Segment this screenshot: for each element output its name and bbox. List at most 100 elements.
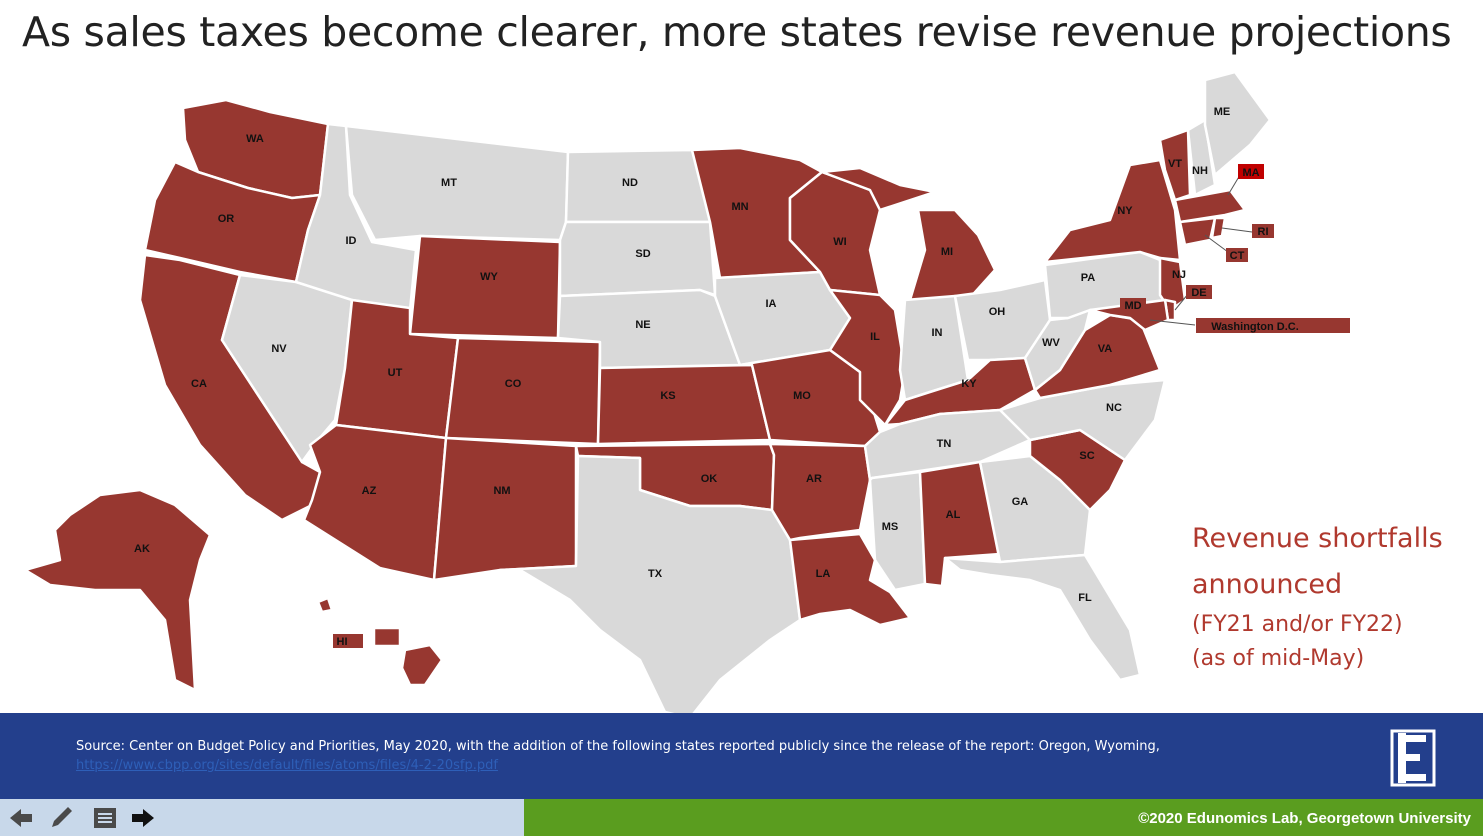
legend-line-1: Revenue shortfalls xyxy=(1192,523,1443,554)
label-hi: HI xyxy=(337,636,348,648)
state-ks xyxy=(596,363,772,446)
state-mt xyxy=(344,124,570,242)
state-co xyxy=(444,336,602,446)
label-ar: AR xyxy=(806,473,822,485)
label-va: VA xyxy=(1098,343,1113,355)
label-md: MD xyxy=(1124,300,1141,312)
label-nj: NJ xyxy=(1172,269,1186,281)
copyright: ©2020 Edunomics Lab, Georgetown Universi… xyxy=(1138,810,1471,827)
state-hi-2 xyxy=(372,626,402,648)
label-nm: NM xyxy=(493,485,510,497)
next-icon[interactable] xyxy=(130,805,156,831)
label-ny: NY xyxy=(1117,205,1133,217)
state-ak xyxy=(23,488,212,692)
label-ri: RI xyxy=(1258,226,1269,238)
leader-de xyxy=(1174,293,1189,311)
state-nj xyxy=(1158,256,1187,312)
label-box-dc xyxy=(1196,318,1350,333)
label-nv: NV xyxy=(271,343,287,355)
label-or: OR xyxy=(218,213,235,225)
label-de: DE xyxy=(1191,287,1206,299)
label-fl: FL xyxy=(1078,592,1092,604)
label-pa: PA xyxy=(1081,272,1096,284)
source-note: Source: Center on Budget Policy and Prio… xyxy=(76,737,1366,775)
legend-line-2: announced xyxy=(1192,569,1343,600)
state-nd xyxy=(564,148,712,224)
label-vt: VT xyxy=(1168,158,1182,170)
state-nh xyxy=(1186,118,1217,197)
state-nm xyxy=(432,436,578,582)
label-wv: WV xyxy=(1042,337,1060,349)
leader-ri xyxy=(1221,227,1253,233)
label-ky: KY xyxy=(961,378,977,390)
label-box-hi xyxy=(333,634,363,648)
state-az xyxy=(302,423,448,582)
source-text: Source: Center on Budget Policy and Prio… xyxy=(76,739,1160,754)
legend-line-4: (as of mid-May) xyxy=(1192,646,1365,671)
label-nh: NH xyxy=(1192,165,1208,177)
state-me xyxy=(1203,70,1272,177)
slide-title: As sales taxes become clearer, more stat… xyxy=(22,8,1452,56)
us-map: WA OR CA NV ID MT WY UT AZ CO NM ND SD N… xyxy=(23,70,1350,713)
label-box-ri xyxy=(1252,224,1274,238)
state-ma xyxy=(1173,188,1247,224)
label-box-de xyxy=(1186,285,1212,299)
label-me: ME xyxy=(1214,106,1231,118)
label-ne: NE xyxy=(635,319,650,331)
label-wi: WI xyxy=(833,236,846,248)
label-co: CO xyxy=(505,378,522,390)
label-ut: UT xyxy=(388,367,403,379)
label-il: IL xyxy=(870,331,880,343)
state-fl xyxy=(943,553,1142,682)
state-ct xyxy=(1178,216,1217,247)
label-box-ma xyxy=(1238,164,1264,179)
label-mi: MI xyxy=(941,246,953,258)
label-tn: TN xyxy=(937,438,952,450)
label-ia: IA xyxy=(766,298,777,310)
label-in: IN xyxy=(932,327,943,339)
notes-icon[interactable] xyxy=(92,805,118,831)
label-tx: TX xyxy=(648,568,663,580)
state-ny xyxy=(1043,158,1182,264)
label-wy: WY xyxy=(480,271,498,283)
label-box-md xyxy=(1120,298,1146,312)
label-dc: Washington D.C. xyxy=(1211,321,1299,333)
label-sc: SC xyxy=(1079,450,1094,462)
pen-icon[interactable] xyxy=(48,805,74,831)
label-ks: KS xyxy=(660,390,675,402)
state-mi xyxy=(908,208,997,302)
label-oh: OH xyxy=(989,306,1006,318)
label-al: AL xyxy=(946,509,961,521)
state-wv xyxy=(1023,308,1092,392)
presenter-controls xyxy=(0,799,524,836)
label-mn: MN xyxy=(731,201,748,213)
state-hi-1 xyxy=(316,596,334,614)
state-wy xyxy=(408,234,562,340)
state-mi-up xyxy=(820,166,937,212)
label-ak: AK xyxy=(134,543,150,555)
label-ms: MS xyxy=(882,521,899,533)
source-link[interactable]: https://www.cbpp.org/sites/default/files… xyxy=(76,758,498,773)
label-la: LA xyxy=(816,568,831,580)
leader-dc xyxy=(1149,319,1196,326)
state-la xyxy=(788,532,912,627)
source-footer: Source: Center on Budget Policy and Prio… xyxy=(0,713,1483,799)
legend-line-3: (FY21 and/or FY22) xyxy=(1192,612,1403,637)
label-az: AZ xyxy=(362,485,377,497)
label-mt: MT xyxy=(441,177,457,189)
edunomics-logo-icon xyxy=(1390,729,1436,787)
label-nc: NC xyxy=(1106,402,1122,414)
label-box-ct xyxy=(1226,248,1248,262)
state-ar xyxy=(768,442,872,542)
state-ri xyxy=(1210,216,1227,240)
back-icon[interactable] xyxy=(8,805,34,831)
label-ok: OK xyxy=(701,473,718,485)
state-md xyxy=(1088,298,1170,332)
bottom-bar: ©2020 Edunomics Lab, Georgetown Universi… xyxy=(0,799,1483,836)
label-ma: MA xyxy=(1242,167,1259,179)
brand-bar: ©2020 Edunomics Lab, Georgetown Universi… xyxy=(524,799,1483,836)
label-id: ID xyxy=(346,235,357,247)
label-sd: SD xyxy=(635,248,650,260)
label-ga: GA xyxy=(1012,496,1029,508)
